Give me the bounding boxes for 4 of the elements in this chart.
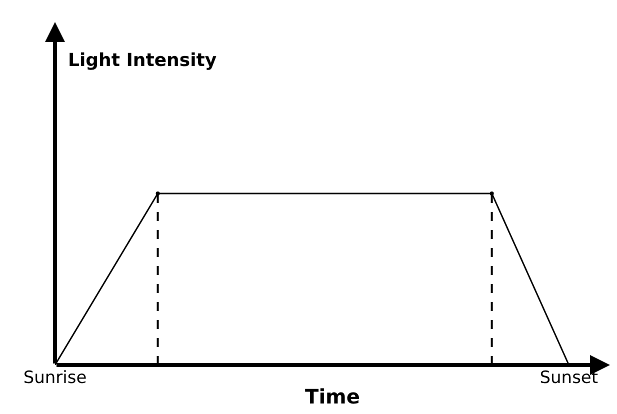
x-tick-label: Sunset	[540, 368, 598, 388]
x-axis-title: Time	[305, 384, 360, 408]
x-tick-label: Sunrise	[23, 368, 87, 388]
text: Light Intensity	[68, 50, 217, 71]
